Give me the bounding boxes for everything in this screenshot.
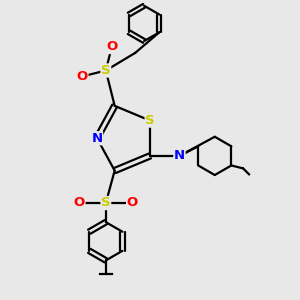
Text: O: O xyxy=(74,196,85,209)
Text: O: O xyxy=(77,70,88,83)
Text: N: N xyxy=(174,149,185,162)
Text: S: S xyxy=(101,64,111,77)
Text: O: O xyxy=(106,40,117,53)
Text: N: N xyxy=(92,132,103,145)
Text: S: S xyxy=(101,196,111,209)
Text: O: O xyxy=(127,196,138,209)
Text: S: S xyxy=(145,114,155,127)
